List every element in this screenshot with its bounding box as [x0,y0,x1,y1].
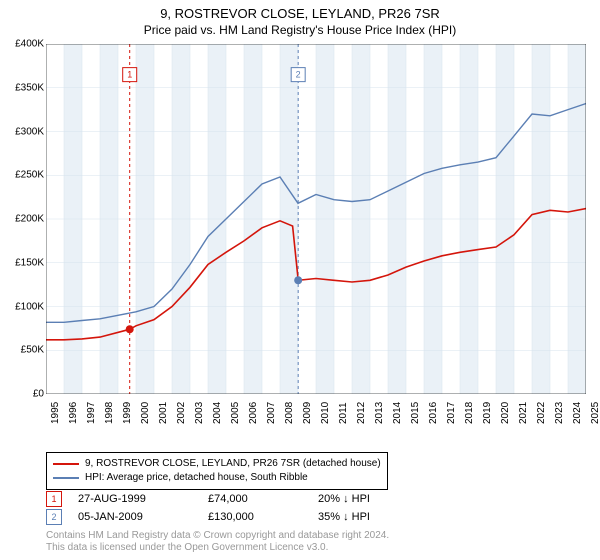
x-tick-label: 2008 [284,402,295,424]
y-tick-label: £300K [15,126,44,137]
chart-subtitle: Price paid vs. HM Land Registry's House … [0,21,600,37]
event-price-1: £74,000 [208,493,318,505]
x-tick-label: 2016 [428,402,439,424]
x-tick-label: 2018 [464,402,475,424]
x-tick-label: 1999 [122,402,133,424]
x-tick-label: 2025 [590,402,600,424]
x-tick-label: 2013 [374,402,385,424]
x-tick-label: 2009 [302,402,313,424]
event-marker-icon-2: 2 [46,509,62,525]
x-tick-label: 2007 [266,402,277,424]
x-tick-label: 2019 [482,402,493,424]
y-tick-label: £50K [21,345,44,356]
line-chart: 12 [46,44,586,394]
legend-swatch-property [53,463,79,465]
svg-text:2: 2 [296,70,301,80]
x-tick-label: 1996 [68,402,79,424]
chart-title: 9, ROSTREVOR CLOSE, LEYLAND, PR26 7SR [0,0,600,21]
x-tick-label: 2021 [518,402,529,424]
chart-container: 9, ROSTREVOR CLOSE, LEYLAND, PR26 7SR Pr… [0,0,600,560]
x-tick-label: 2014 [392,402,403,424]
x-tick-label: 2024 [572,402,583,424]
event-marker-icon-1: 1 [46,491,62,507]
y-tick-label: £250K [15,170,44,181]
x-tick-label: 2003 [194,402,205,424]
event-date-1: 27-AUG-1999 [78,493,208,505]
x-tick-label: 2012 [356,402,367,424]
event-delta-1: 20% ↓ HPI [318,493,370,505]
footer-line-1: Contains HM Land Registry data © Crown c… [46,530,389,542]
event-date-2: 05-JAN-2009 [78,511,208,523]
y-tick-label: £400K [15,39,44,50]
x-tick-label: 1997 [86,402,97,424]
x-tick-label: 2022 [536,402,547,424]
x-tick-label: 2011 [338,402,349,424]
x-tick-label: 2006 [248,402,259,424]
legend-label-property: 9, ROSTREVOR CLOSE, LEYLAND, PR26 7SR (d… [85,457,381,471]
x-tick-label: 2004 [212,402,223,424]
event-delta-2: 35% ↓ HPI [318,511,370,523]
x-tick-label: 2005 [230,402,241,424]
event-row-1: 1 27-AUG-1999 £74,000 20% ↓ HPI [46,490,370,508]
event-row-2: 2 05-JAN-2009 £130,000 35% ↓ HPI [46,508,370,526]
x-tick-label: 1998 [104,402,115,424]
x-tick-label: 2000 [140,402,151,424]
x-tick-label: 2017 [446,402,457,424]
y-tick-label: £350K [15,82,44,93]
svg-text:1: 1 [127,70,132,80]
legend-label-hpi: HPI: Average price, detached house, Sout… [85,471,308,485]
x-tick-label: 2001 [158,402,169,424]
x-tick-label: 2023 [554,402,565,424]
legend-item-property: 9, ROSTREVOR CLOSE, LEYLAND, PR26 7SR (d… [53,457,381,471]
y-tick-label: £0 [33,389,44,400]
x-tick-label: 2002 [176,402,187,424]
event-price-2: £130,000 [208,511,318,523]
legend: 9, ROSTREVOR CLOSE, LEYLAND, PR26 7SR (d… [46,452,388,490]
legend-swatch-hpi [53,477,79,479]
footer: Contains HM Land Registry data © Crown c… [46,530,389,554]
x-tick-label: 2015 [410,402,421,424]
x-tick-label: 2010 [320,402,331,424]
x-tick-label: 2020 [500,402,511,424]
y-tick-label: £100K [15,301,44,312]
footer-line-2: This data is licensed under the Open Gov… [46,542,389,554]
x-tick-label: 1995 [50,402,61,424]
y-tick-label: £200K [15,214,44,225]
event-marker-table: 1 27-AUG-1999 £74,000 20% ↓ HPI 2 05-JAN… [46,490,370,526]
y-tick-label: £150K [15,257,44,268]
legend-item-hpi: HPI: Average price, detached house, Sout… [53,471,381,485]
